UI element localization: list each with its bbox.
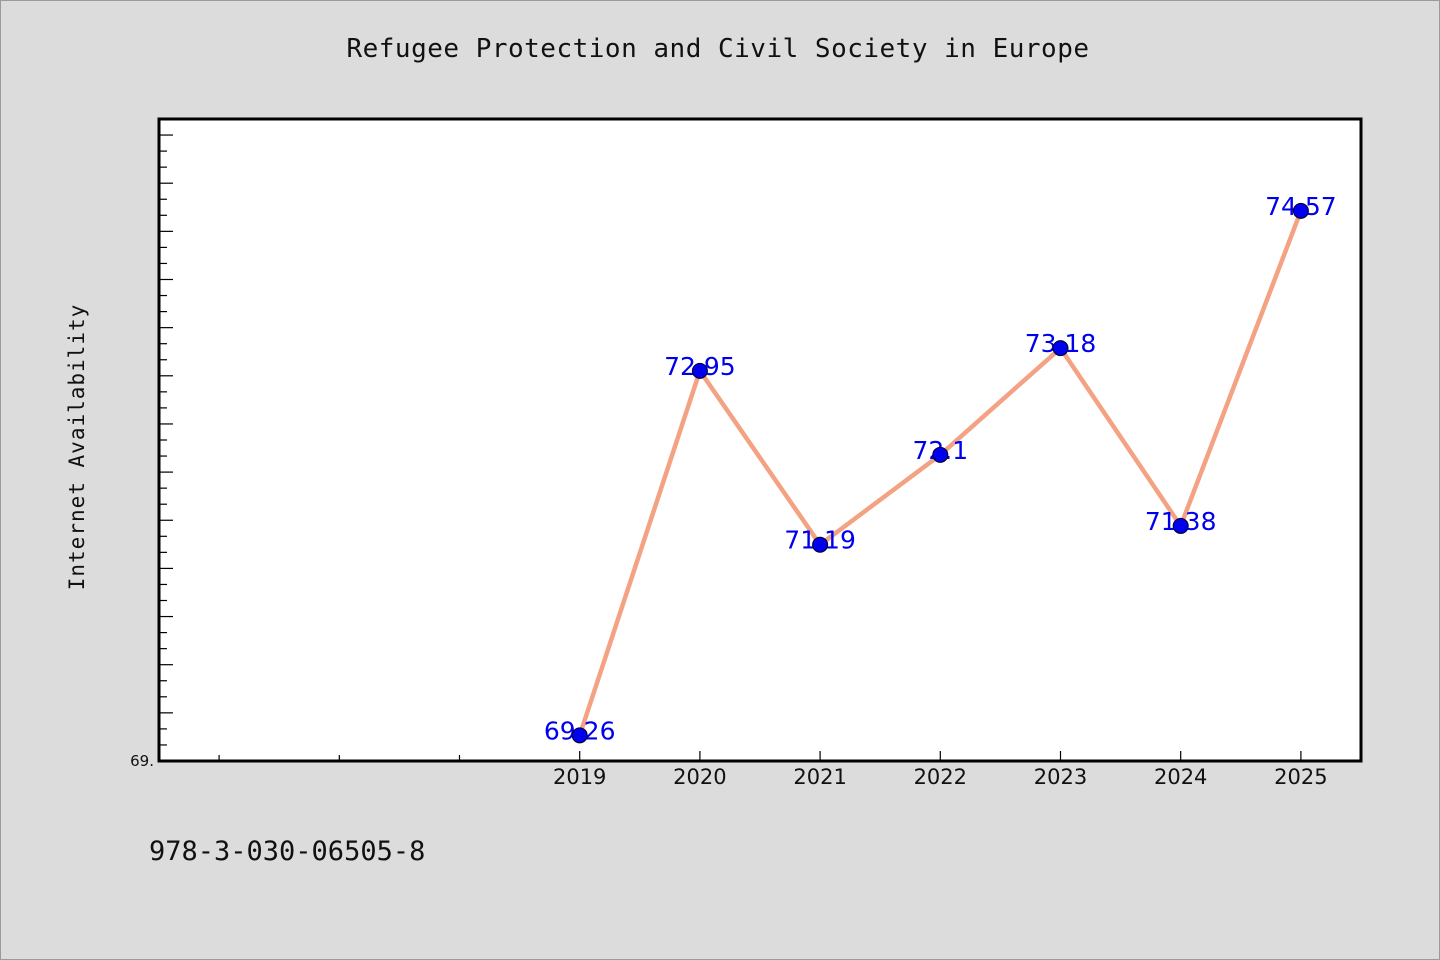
data-point (932, 446, 949, 463)
x-tick-label: 2021 (793, 765, 846, 789)
data-point (1052, 340, 1069, 357)
y-axis-ticks: 69. (130, 118, 173, 770)
x-tick-label: 2023 (1034, 765, 1087, 789)
data-point (812, 536, 829, 553)
x-tick-label: 2024 (1154, 765, 1207, 789)
chart-title: Refugee Protection and Civil Society in … (346, 34, 1090, 64)
x-tick-label: 2025 (1274, 765, 1327, 789)
plot-area (157, 117, 1363, 763)
footnote-isbn: 978-3-030-06505-8 (149, 836, 426, 867)
series-group: 69.2672.9571.1972.173.1871.3874.57 (544, 192, 1337, 745)
data-point (691, 362, 708, 379)
x-tick-label: 2020 (673, 765, 726, 789)
x-tick-label: 2019 (553, 765, 606, 789)
y-tick-label: 69. (130, 752, 154, 770)
data-point (1172, 517, 1189, 534)
data-point (1292, 202, 1309, 219)
x-axis-ticks: 2019 2020 2021 2022 2023 2024 2025 (218, 751, 1328, 789)
x-tick-label: 2022 (914, 765, 967, 789)
data-point (571, 727, 588, 744)
